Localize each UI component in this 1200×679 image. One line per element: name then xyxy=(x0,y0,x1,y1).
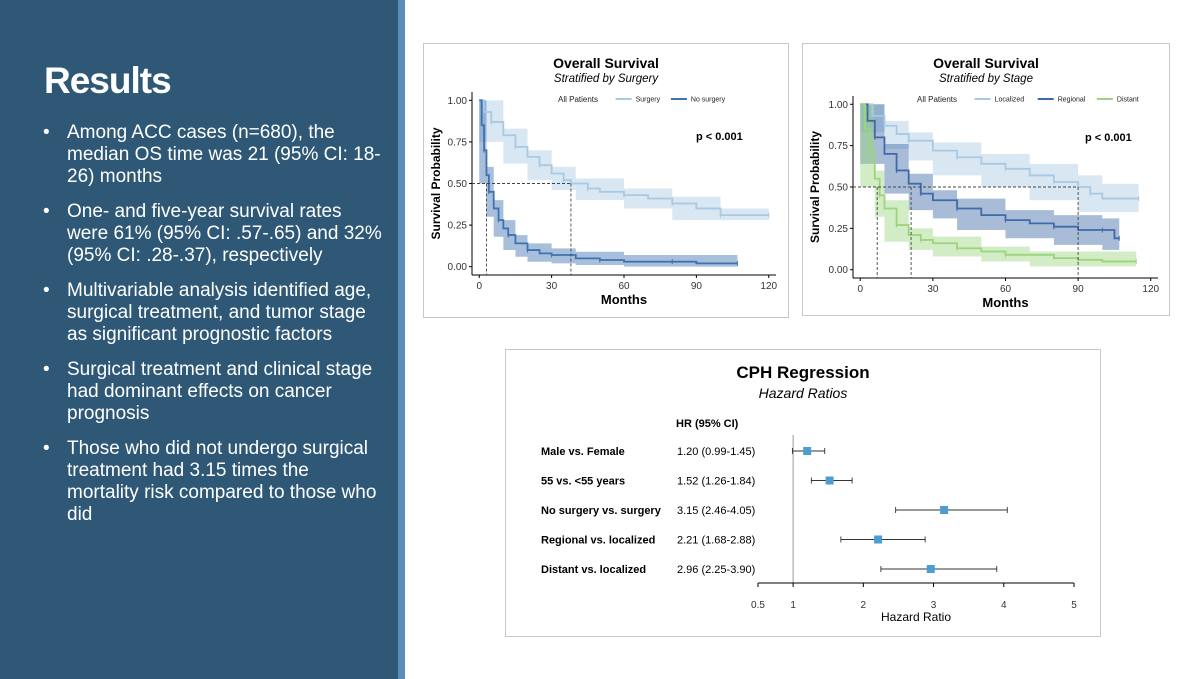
survival-surgery-chart: Overall Survival Stratified by Surgery All… xyxy=(423,43,789,318)
bullet-item: • One- and five-year survival rates were … xyxy=(40,201,385,267)
row-label: 55 vs. <55 years xyxy=(541,476,625,488)
accent-bar xyxy=(398,0,405,679)
legend-label: No surgery xyxy=(691,97,726,104)
x-tick-label: 90 xyxy=(691,281,703,292)
hr-marker xyxy=(926,565,935,573)
bullet-dot: • xyxy=(43,201,50,222)
legend-prefix: All Patients xyxy=(917,95,957,104)
cph-forest-svg: CPH Regression Hazard Ratios HR (95% CI) Ma… xyxy=(541,363,1077,624)
survival-stage-svg: Overall Survival Stratified by Stage All P… xyxy=(808,55,1160,310)
survival-curve xyxy=(860,103,1139,200)
bullet-dot: • xyxy=(43,122,50,143)
bullet-list: • Among ACC cases (n=680), the median OS … xyxy=(40,122,385,539)
bullet-dot: • xyxy=(43,280,50,301)
chart-subtitle: Stratified by Stage xyxy=(939,73,1033,85)
ci-band xyxy=(860,104,1120,250)
x-tick-label: 30 xyxy=(546,281,558,292)
bullet-item: • Multivariable analysis identified age, … xyxy=(40,280,385,346)
bullet-item: • Among ACC cases (n=680), the median OS … xyxy=(40,122,385,188)
y-axis-label: Survival Probability xyxy=(808,131,822,243)
left-panel: Results • Among ACC cases (n=680), the me… xyxy=(0,0,398,679)
y-tick-label: 0.50 xyxy=(829,183,849,194)
column-header: HR (95% CI) xyxy=(676,418,739,430)
legend-label: Localized xyxy=(995,97,1025,104)
row-hr-text: 1.20 (0.99-1.45) xyxy=(677,446,755,458)
bullet-text: Those who did not undergo surgical treat… xyxy=(67,438,377,525)
x-tick-label: 60 xyxy=(618,281,630,292)
survival-curve xyxy=(479,99,738,265)
row-label: Male vs. Female xyxy=(541,446,625,458)
legend-prefix: All Patients xyxy=(558,95,598,104)
bullet-text: Among ACC cases (n=680), the median OS t… xyxy=(67,122,381,187)
y-tick-label: 0.25 xyxy=(448,221,468,232)
p-value: p < 0.001 xyxy=(696,131,743,143)
chart-title: Overall Survival xyxy=(933,55,1039,71)
x-tick-label: 0.5 xyxy=(751,600,765,611)
chart-subtitle: Hazard Ratios xyxy=(759,385,848,401)
x-tick-label: 120 xyxy=(1142,284,1159,295)
y-tick-label: 1.00 xyxy=(448,96,468,107)
y-tick-label: 0.75 xyxy=(448,137,468,148)
y-tick-label: 0.50 xyxy=(448,179,468,190)
hr-marker xyxy=(803,447,812,455)
ci-band xyxy=(479,100,769,221)
row-label: No surgery vs. surgery xyxy=(541,505,662,517)
survival-curve xyxy=(860,103,1120,240)
bullet-item: • Those who did not undergo surgical trea… xyxy=(40,438,385,526)
row-hr-text: 2.96 (2.25-3.90) xyxy=(677,564,755,576)
bullet-text: Multivariable analysis identified age, s… xyxy=(67,280,372,345)
x-tick-label: 60 xyxy=(1000,284,1012,295)
x-axis-label: Months xyxy=(982,295,1028,310)
x-tick-label: 30 xyxy=(927,284,939,295)
ci-band xyxy=(860,104,1139,212)
x-tick-label: 4 xyxy=(1001,600,1007,611)
y-axis-label: Survival Probability xyxy=(429,127,443,239)
y-tick-label: 1.00 xyxy=(829,100,849,111)
x-axis-label: Months xyxy=(601,292,647,307)
hr-marker xyxy=(940,506,949,514)
bullet-text: Surgical treatment and clinical stage ha… xyxy=(67,359,373,424)
cph-forest-chart: CPH Regression Hazard Ratios HR (95% CI) Ma… xyxy=(505,349,1101,637)
bullet-text: One- and five-year survival rates were 6… xyxy=(67,201,382,266)
hr-marker xyxy=(874,535,883,544)
row-label: Distant vs. localized xyxy=(541,564,646,576)
x-tick-label: 90 xyxy=(1073,284,1085,295)
chart-title: Overall Survival xyxy=(553,55,659,71)
x-tick-label: 0 xyxy=(857,284,863,295)
bullet-dot: • xyxy=(43,359,50,380)
survival-surgery-svg: Overall Survival Stratified by Surgery All… xyxy=(429,55,778,307)
row-hr-text: 2.21 (1.68-2.88) xyxy=(677,535,755,547)
x-tick-label: 120 xyxy=(760,281,777,292)
chart-title: CPH Regression xyxy=(736,363,869,382)
slide-title: Results xyxy=(44,60,172,101)
x-tick-label: 0 xyxy=(476,281,482,292)
bullet-dot: • xyxy=(43,438,50,459)
y-tick-label: 0.25 xyxy=(829,224,849,235)
x-axis-label: Hazard Ratio xyxy=(881,610,951,624)
y-tick-label: 0.00 xyxy=(829,265,849,276)
survival-stage-chart: Overall Survival Stratified by Stage All P… xyxy=(802,43,1170,316)
x-tick-label: 2 xyxy=(861,600,867,611)
legend-label: Regional xyxy=(1058,97,1086,104)
y-tick-label: 0.00 xyxy=(448,262,468,273)
hr-marker xyxy=(825,476,834,485)
chart-subtitle: Stratified by Surgery xyxy=(554,73,659,85)
x-tick-label: 3 xyxy=(931,600,937,611)
legend-label: Surgery xyxy=(636,97,661,104)
ci-band xyxy=(479,100,738,267)
row-hr-text: 3.15 (2.46-4.05) xyxy=(677,505,755,517)
survival-curve xyxy=(479,99,769,217)
y-tick-label: 0.75 xyxy=(829,141,849,152)
row-label: Regional vs. localized xyxy=(541,535,655,547)
bullet-item: • Surgical treatment and clinical stage h… xyxy=(40,359,385,425)
row-hr-text: 1.52 (1.26-1.84) xyxy=(677,476,755,488)
legend-label: Distant xyxy=(1117,97,1139,104)
x-tick-label: 5 xyxy=(1071,600,1077,611)
p-value: p < 0.001 xyxy=(1085,132,1132,144)
x-tick-label: 1 xyxy=(790,600,796,611)
